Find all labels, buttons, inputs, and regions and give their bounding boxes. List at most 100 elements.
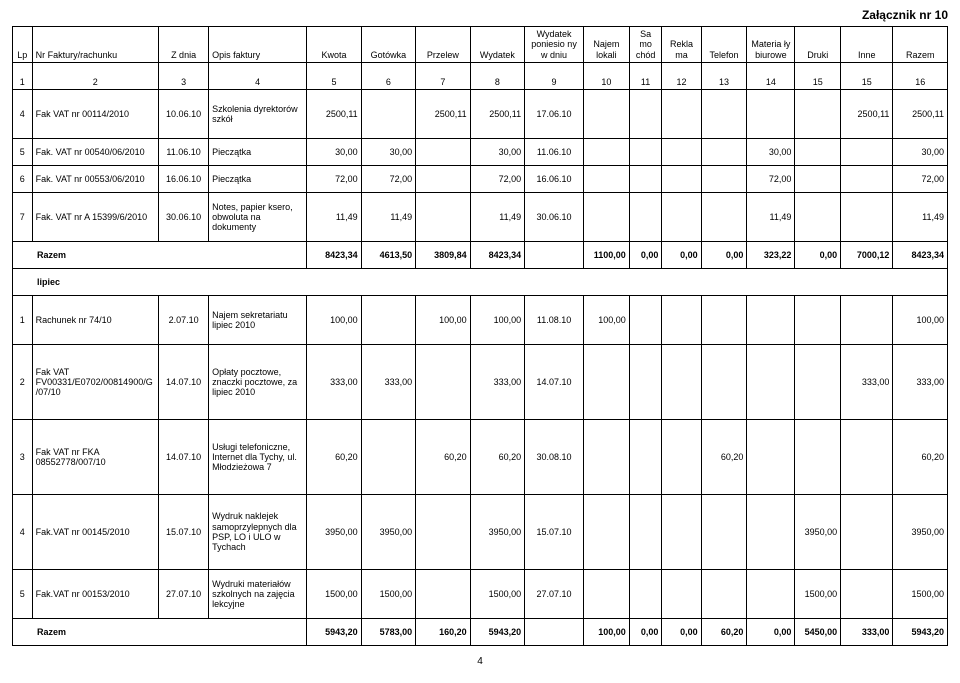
cell: 11,49 (747, 193, 795, 242)
cell: 3950,00 (893, 495, 948, 570)
cell (662, 296, 701, 345)
cell: 1500,00 (470, 570, 524, 619)
cell: Fak VAT nr FKA 08552778/007/10 (32, 420, 158, 495)
col-rekla: Rekla ma (662, 27, 701, 63)
total-cell: 3809,84 (416, 242, 470, 269)
total-cell: 8423,34 (893, 242, 948, 269)
cell: 3 (13, 420, 33, 495)
attachment-header: Załącznik nr 10 (12, 8, 948, 22)
total-cell: 7000,12 (841, 242, 893, 269)
header-colnum: 15 (841, 63, 893, 90)
cell (629, 345, 662, 420)
cell (629, 139, 662, 166)
cell (629, 90, 662, 139)
cell: 11.08.10 (525, 296, 584, 345)
cell (662, 495, 701, 570)
total-label: Razem (13, 619, 307, 646)
cell: 10.06.10 (159, 90, 209, 139)
header-colnum: 11 (629, 63, 662, 90)
table-row: 5Fak.VAT nr 00153/201027.07.10Wydruki ma… (13, 570, 948, 619)
cell: 11,49 (307, 193, 361, 242)
table-row: 2Fak VAT FV00331/E0702/00814900/G/07/101… (13, 345, 948, 420)
col-inne: Inne (841, 27, 893, 63)
cell: 4 (13, 90, 33, 139)
cell (583, 570, 629, 619)
cell (416, 166, 470, 193)
cell (701, 296, 747, 345)
header-colnum: 9 (525, 63, 584, 90)
cell (841, 570, 893, 619)
cell (795, 166, 841, 193)
cell (701, 166, 747, 193)
col-razem: Razem (893, 27, 948, 63)
header-colnum: 8 (470, 63, 524, 90)
total-cell (525, 619, 584, 646)
cell (701, 570, 747, 619)
cell (662, 90, 701, 139)
page-number: 4 (12, 656, 948, 667)
cell (662, 570, 701, 619)
cell: 60,20 (701, 420, 747, 495)
cell (747, 495, 795, 570)
cell (416, 495, 470, 570)
cell: 30,00 (747, 139, 795, 166)
cell: 30,00 (361, 139, 415, 166)
cell: 2500,11 (470, 90, 524, 139)
cell (629, 420, 662, 495)
cell: 11,49 (893, 193, 948, 242)
month-row: lipiec (13, 269, 948, 296)
cell: 30,00 (893, 139, 948, 166)
header-colnum: 12 (662, 63, 701, 90)
cell: 30,00 (470, 139, 524, 166)
cell (747, 345, 795, 420)
cell: 72,00 (470, 166, 524, 193)
cell (662, 193, 701, 242)
col-wydatek-ny: Wydatek poniesio ny w dniu (525, 27, 584, 63)
cell: 27.07.10 (525, 570, 584, 619)
cell: 333,00 (893, 345, 948, 420)
header-colnum: 4 (209, 63, 307, 90)
total-cell: 0,00 (795, 242, 841, 269)
total-cell: 0,00 (747, 619, 795, 646)
cell: 11.06.10 (159, 139, 209, 166)
cell: 30.06.10 (525, 193, 584, 242)
cell: 333,00 (307, 345, 361, 420)
total-cell: 60,20 (701, 619, 747, 646)
cell: 4 (13, 495, 33, 570)
cell (662, 166, 701, 193)
cell: 60,20 (307, 420, 361, 495)
cell: 60,20 (470, 420, 524, 495)
total-cell: 5943,20 (307, 619, 361, 646)
cell: 1500,00 (893, 570, 948, 619)
cell (583, 166, 629, 193)
cell (629, 166, 662, 193)
total-cell: 1100,00 (583, 242, 629, 269)
total-cell: 8423,34 (307, 242, 361, 269)
cell (583, 420, 629, 495)
cell: 333,00 (470, 345, 524, 420)
col-telefon: Telefon (701, 27, 747, 63)
cell (416, 345, 470, 420)
col-opis: Opis faktury (209, 27, 307, 63)
cell (662, 420, 701, 495)
cell: 2500,11 (416, 90, 470, 139)
cell: Opłaty pocztowe, znaczki pocztowe, za li… (209, 345, 307, 420)
cell: 16.06.10 (525, 166, 584, 193)
cell: 2 (13, 345, 33, 420)
col-materialy: Materia ły biurowe (747, 27, 795, 63)
col-kwota: Kwota (307, 27, 361, 63)
cell (629, 570, 662, 619)
cell: 15.07.10 (525, 495, 584, 570)
table-row: 5Fak. VAT nr 00540/06/201011.06.10Pieczą… (13, 139, 948, 166)
cell (361, 90, 415, 139)
table-row: 1Rachunek nr 74/102.07.10Najem sekretari… (13, 296, 948, 345)
header-colnum: 2 (32, 63, 158, 90)
cell: 11,49 (361, 193, 415, 242)
table-row: 3Fak VAT nr FKA 08552778/007/1014.07.10U… (13, 420, 948, 495)
cell: 5 (13, 139, 33, 166)
cell: 3950,00 (470, 495, 524, 570)
cell: 1 (13, 296, 33, 345)
cell: 333,00 (841, 345, 893, 420)
header-colnum: 14 (747, 63, 795, 90)
cell: 72,00 (361, 166, 415, 193)
